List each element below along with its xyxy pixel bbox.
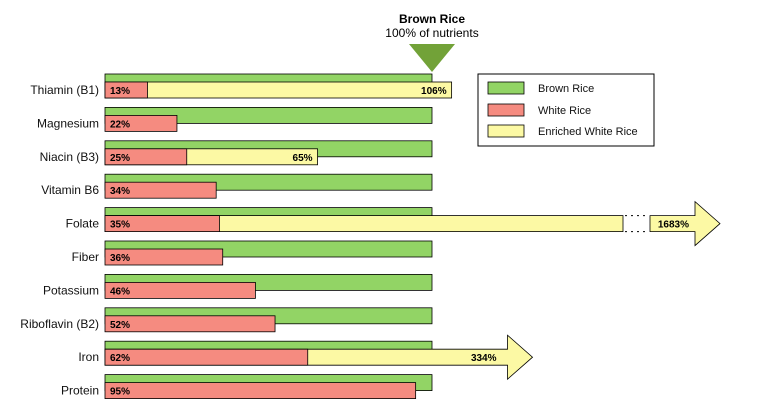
bar-white-rice-fiber	[104, 248, 224, 266]
label-enriched-white-rice-folate: 1683%	[658, 220, 689, 231]
label-white-rice-magnesium: 22%	[110, 119, 130, 130]
bar-enriched-arrow-folate	[649, 200, 721, 247]
bar-white-rice-iron	[104, 348, 309, 366]
category-label-potassium: Potassium	[43, 283, 99, 297]
bar-white-rice-vitamin-b6	[104, 181, 217, 199]
bar-white-rice-niacin-b3	[104, 148, 188, 166]
label-enriched-white-rice-iron: 334%	[471, 353, 497, 364]
category-label-niacin-b3: Niacin (B3)	[40, 150, 99, 164]
legend-label-brown-rice: Brown Rice	[538, 83, 594, 95]
chart-subtitle: 100% of nutrients	[385, 26, 478, 40]
label-enriched-white-rice-niacin-b3: 65%	[293, 153, 313, 164]
bar-white-rice-folate	[104, 215, 220, 233]
bar-white-rice-magnesium	[104, 115, 178, 132]
brown-rice-100-percent-triangle	[409, 44, 455, 72]
category-label-thiamin-b1: Thiamin (B1)	[30, 83, 99, 97]
bar-enriched-white-rice-thiamin-b1	[104, 81, 453, 99]
category-label-fiber: Fiber	[72, 250, 99, 264]
category-label-protein: Protein	[61, 384, 99, 398]
category-label-riboflavin-b2: Riboflavin (B2)	[20, 317, 99, 331]
legend-label-white-rice: White Rice	[538, 105, 591, 117]
bars-layer: Thiamin (B1) 106% 13% Magnesium 22% Niacin (B…	[20, 73, 721, 400]
legend-swatch-enriched-white-rice	[487, 124, 525, 138]
legend: Brown Rice White Rice Enriched White Ric…	[477, 73, 655, 147]
label-white-rice-potassium: 46%	[110, 286, 130, 297]
label-white-rice-riboflavin-b2: 52%	[110, 320, 130, 331]
legend-label-enriched-white-rice: Enriched White Rice	[538, 126, 638, 138]
category-label-folate: Folate	[66, 217, 100, 231]
label-white-rice-iron: 62%	[110, 353, 130, 364]
label-enriched-white-rice-thiamin-b1: 106%	[421, 86, 447, 97]
bar-white-rice-protein	[104, 382, 417, 400]
category-label-vitamin-b6: Vitamin B6	[41, 183, 99, 197]
bar-white-rice-potassium	[104, 281, 256, 299]
label-white-rice-folate: 35%	[110, 220, 130, 231]
legend-swatch-brown-rice	[487, 81, 525, 95]
label-white-rice-protein: 95%	[110, 387, 130, 398]
bar-white-rice-riboflavin-b2	[104, 315, 276, 333]
bar-white-rice-thiamin-b1	[104, 81, 148, 99]
category-label-magnesium: Magnesium	[37, 116, 99, 130]
category-label-iron: Iron	[78, 350, 99, 364]
label-white-rice-fiber: 36%	[110, 253, 130, 264]
label-white-rice-vitamin-b6: 34%	[110, 186, 130, 197]
chart-title: Brown Rice	[399, 12, 465, 26]
legend-swatch-white-rice	[487, 103, 525, 117]
label-white-rice-thiamin-b1: 13%	[110, 86, 130, 97]
label-white-rice-niacin-b3: 25%	[110, 153, 130, 164]
brown-rice-marker: Brown Rice 100% of nutrients	[385, 12, 479, 72]
